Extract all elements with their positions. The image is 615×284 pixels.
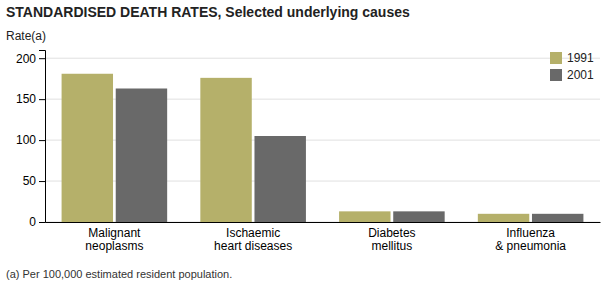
tick-label: 150 xyxy=(16,92,36,106)
tick: Influenza& pneumonia xyxy=(495,222,566,253)
bar xyxy=(478,214,529,222)
y-axis-label: Rate(a) xyxy=(6,29,46,43)
tick-mark xyxy=(39,222,45,223)
plot: 0 50 100 150 200 Malignantneoplasms Ischaemich… xyxy=(16,51,601,254)
tick-label: Malignantneoplasms xyxy=(85,226,143,254)
tick: 150 xyxy=(16,92,45,106)
tick-label: 0 xyxy=(29,215,36,229)
tick-label-line: Ischaemic xyxy=(226,226,280,240)
legend-swatch xyxy=(550,69,562,81)
tick-label: 100 xyxy=(16,133,36,147)
bar xyxy=(116,88,167,222)
tick-label: 200 xyxy=(16,52,36,66)
axis-line xyxy=(39,51,46,223)
chart: STANDARDISED DEATH RATES, Selected under… xyxy=(0,0,615,284)
tick-mark xyxy=(39,58,45,59)
tick: Diabetesmellitus xyxy=(368,222,415,253)
legend-item: 2001 xyxy=(550,68,594,82)
x-axis: Malignantneoplasms Ischaemicheart disease… xyxy=(46,222,601,253)
tick-label: Diabetesmellitus xyxy=(368,226,415,254)
legend: 1991 2001 xyxy=(550,51,594,82)
tick-mark xyxy=(39,181,45,182)
tick-mark xyxy=(39,99,45,100)
bar xyxy=(532,214,583,222)
tick: Ischaemicheart diseases xyxy=(214,222,292,253)
bars xyxy=(62,74,584,222)
tick-label: Influenza& pneumonia xyxy=(495,226,566,254)
footnote: (a) Per 100,000 estimated resident popul… xyxy=(6,268,232,280)
grid xyxy=(45,58,600,222)
bar xyxy=(62,74,113,222)
title: STANDARDISED DEATH RATES, Selected under… xyxy=(6,4,410,20)
tick-mark xyxy=(39,140,45,141)
legend-label: 1991 xyxy=(567,51,594,65)
tick-label-line: Diabetes xyxy=(368,226,415,240)
legend-item: 1991 xyxy=(550,51,594,65)
bar xyxy=(393,211,444,222)
legend-label: 2001 xyxy=(567,68,594,82)
axis-line xyxy=(46,222,601,223)
tick-label-line: Influenza xyxy=(506,226,555,240)
tick-label-line: heart diseases xyxy=(214,239,292,253)
tick-label-line: neoplasms xyxy=(85,239,143,253)
tick: 50 xyxy=(23,174,45,188)
tick-label-line: & pneumonia xyxy=(495,239,566,253)
bar xyxy=(254,136,305,222)
tick-label: 50 xyxy=(23,174,37,188)
tick-label-line: Malignant xyxy=(88,226,141,240)
grid-line xyxy=(45,58,600,59)
tick: 100 xyxy=(16,133,45,147)
tick-label-line: mellitus xyxy=(372,239,413,253)
tick: 0 xyxy=(29,215,45,229)
legend-swatch xyxy=(550,52,562,64)
y-axis: 0 50 100 150 200 xyxy=(16,51,46,230)
bar xyxy=(339,211,390,222)
bar xyxy=(200,78,251,222)
bar-series xyxy=(116,88,584,222)
bar-series xyxy=(62,74,530,222)
tick: Malignantneoplasms xyxy=(85,222,143,253)
tick-label: Ischaemicheart diseases xyxy=(214,226,292,254)
tick: 200 xyxy=(16,52,45,66)
